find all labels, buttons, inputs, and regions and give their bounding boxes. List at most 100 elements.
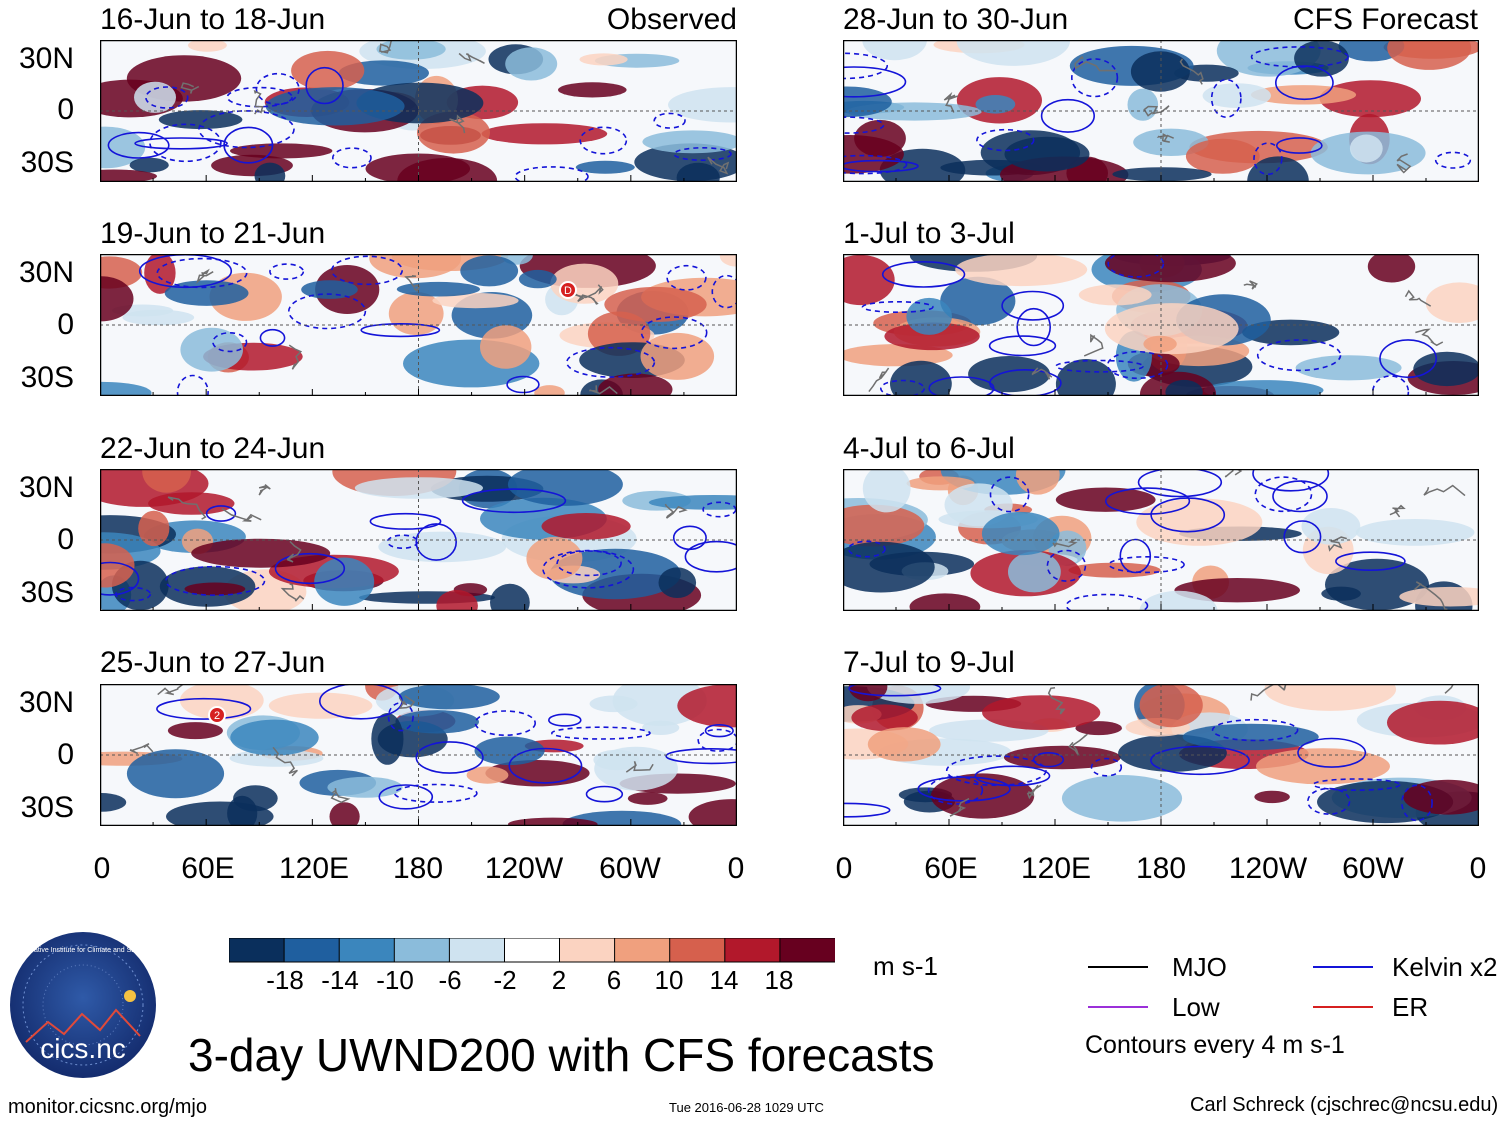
colorbar-units: m s-1 bbox=[873, 951, 938, 981]
anomaly-shading bbox=[719, 254, 737, 267]
anomaly-shading bbox=[1136, 498, 1263, 546]
anomaly-shading bbox=[481, 123, 608, 145]
colorbar-swatch bbox=[669, 938, 726, 963]
anomaly-shading bbox=[640, 332, 715, 380]
anomaly-shading bbox=[1078, 284, 1152, 306]
anomaly-shading bbox=[688, 799, 737, 826]
anomaly-shading bbox=[142, 469, 191, 493]
marker-2-text: 2 bbox=[214, 710, 220, 722]
map-panel bbox=[100, 469, 737, 611]
coastline bbox=[1413, 581, 1448, 610]
anomaly-shading bbox=[179, 684, 264, 720]
anomaly-shading bbox=[1387, 40, 1472, 70]
kelvin-contour bbox=[1275, 137, 1323, 154]
anomaly-shading bbox=[134, 81, 176, 113]
lon-label: 0 bbox=[727, 852, 745, 885]
map-svg bbox=[843, 684, 1479, 826]
kelvin-contour bbox=[550, 726, 651, 740]
kelvin-contour bbox=[640, 316, 708, 350]
anomaly-shading bbox=[505, 47, 558, 81]
anomaly-shading bbox=[230, 143, 333, 159]
kelvin-contour bbox=[1001, 290, 1065, 321]
anomaly-shading bbox=[1301, 508, 1361, 545]
colorbar-swatch bbox=[724, 938, 781, 963]
anomaly-shading bbox=[1127, 88, 1159, 121]
anomaly-shading bbox=[1104, 303, 1239, 355]
kelvin-contour bbox=[1090, 757, 1123, 777]
anomaly-shading bbox=[1130, 51, 1190, 92]
kelvin-contour bbox=[378, 784, 434, 810]
anomaly-shading bbox=[862, 40, 927, 61]
lat-label-30n: 30N bbox=[18, 471, 74, 504]
kelvin-contour bbox=[1055, 359, 1144, 373]
kelvin-contour bbox=[928, 376, 995, 396]
anomaly-shading bbox=[144, 254, 176, 294]
footer-url[interactable]: monitor.cicsnc.org/mjo bbox=[8, 1096, 207, 1118]
coastline bbox=[288, 344, 303, 370]
coastline bbox=[157, 684, 185, 696]
colorbar-swatch bbox=[283, 938, 341, 963]
kelvin-contour bbox=[1254, 476, 1313, 513]
lon-label: 120E bbox=[1020, 852, 1092, 885]
anomaly-shading bbox=[677, 684, 737, 728]
kelvin-contour bbox=[556, 550, 622, 577]
anomaly-shading bbox=[627, 792, 668, 805]
coastline bbox=[1444, 684, 1455, 694]
kelvin-contour bbox=[474, 710, 536, 736]
anomaly-shading bbox=[975, 95, 1016, 114]
kelvin-contour bbox=[1210, 78, 1242, 119]
colorbar bbox=[229, 938, 835, 963]
legend-label-kelvin: Kelvin x2 bbox=[1392, 952, 1498, 982]
kelvin-contour bbox=[711, 274, 737, 309]
colorbar-tick-label: 18 bbox=[764, 965, 794, 995]
anomaly-shading bbox=[466, 766, 509, 784]
anomaly-shading bbox=[843, 135, 904, 174]
marker-2: 2 bbox=[208, 706, 226, 724]
colorbar-tick-label: 10 bbox=[654, 965, 684, 995]
anomaly-shading bbox=[1264, 684, 1397, 711]
colorbar-swatch bbox=[559, 938, 616, 963]
anomaly-shading bbox=[314, 557, 375, 606]
map-panel bbox=[100, 684, 737, 826]
colorbar-tick-label: -18 bbox=[266, 965, 304, 995]
coastline bbox=[330, 788, 351, 804]
anomaly-shading bbox=[1403, 779, 1479, 815]
anomaly-shading bbox=[371, 713, 404, 765]
kelvin-contour bbox=[393, 783, 478, 803]
legend-line-mjo bbox=[1088, 966, 1148, 968]
anomaly-shading bbox=[480, 325, 532, 369]
anomaly-shading bbox=[187, 40, 227, 52]
coastline bbox=[664, 503, 688, 519]
kelvin-contour bbox=[1252, 469, 1330, 492]
kelvin-contour bbox=[697, 728, 737, 752]
anomaly-shading bbox=[507, 469, 623, 506]
coastline bbox=[449, 114, 466, 134]
kelvin-contour bbox=[1137, 469, 1223, 498]
anomaly-shading bbox=[549, 548, 681, 600]
lat-label-30s: 30S bbox=[20, 576, 74, 609]
anomaly-shading bbox=[1004, 136, 1090, 172]
anomaly-shading bbox=[1104, 254, 1236, 283]
anomaly-shading bbox=[1349, 134, 1383, 163]
anomaly-shading bbox=[397, 158, 498, 182]
anomaly-shading bbox=[395, 710, 480, 734]
anomaly-shading bbox=[126, 749, 225, 799]
lon-label: 0 bbox=[1469, 852, 1487, 885]
kelvin-contour bbox=[1297, 737, 1367, 768]
coastline bbox=[1083, 333, 1104, 357]
map-svg bbox=[843, 40, 1479, 182]
panel-title-right-2: 1-Jul to 3-Jul bbox=[843, 217, 1015, 250]
anomaly-shading bbox=[648, 495, 737, 510]
anomaly-shading bbox=[982, 695, 1101, 730]
kelvin-contour bbox=[360, 322, 441, 338]
anomaly-shading bbox=[930, 773, 1035, 819]
panel-title-left-1: 16-Jun to 18-Jun bbox=[100, 3, 326, 36]
anomaly-shading bbox=[233, 785, 278, 812]
anomaly-shading bbox=[558, 82, 627, 98]
map-panel bbox=[100, 40, 737, 182]
coastline bbox=[1074, 55, 1117, 72]
kelvin-contour bbox=[331, 147, 372, 169]
coastline bbox=[272, 746, 298, 777]
anomaly-shading bbox=[1387, 700, 1479, 745]
kelvin-contour bbox=[848, 684, 942, 697]
